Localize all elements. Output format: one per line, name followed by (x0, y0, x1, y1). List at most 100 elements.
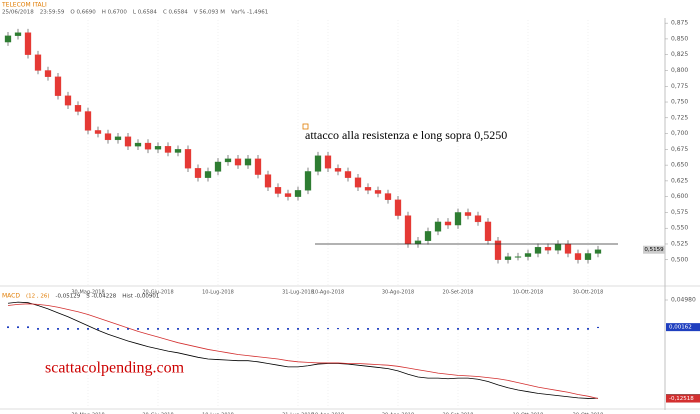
candle-body (434, 221, 442, 232)
histogram-bar (347, 328, 349, 330)
x-tick-label: 20-Giu-2018 (142, 413, 173, 414)
indicator-field: Hist -0,00901 (122, 294, 159, 300)
candle-body (384, 193, 392, 200)
value-box-label: -0,12518 (669, 396, 694, 402)
candle-body (464, 212, 472, 216)
candle-body (314, 155, 322, 172)
candle-body (394, 199, 402, 216)
histogram-bar (367, 328, 369, 330)
y-tick-label: 0,675 (671, 146, 688, 153)
y-tick-label: 0,600 (671, 193, 688, 200)
indicator-field: -0,05129 (56, 294, 81, 300)
candle-body (354, 177, 362, 188)
last-price-label: 0,5159 (644, 247, 664, 253)
histogram-bar (467, 328, 469, 330)
histogram-bar (547, 328, 549, 330)
histogram-bar (577, 328, 579, 330)
x-tick-label: 30-Ott-2018 (573, 413, 604, 414)
candle-body (274, 187, 282, 194)
indicator-title: MACD (2, 293, 20, 300)
x-tick-label: 30-Mag-2018 (71, 413, 104, 414)
candle-body (494, 240, 502, 260)
candle-body (374, 190, 382, 194)
macd-line (7, 301, 599, 399)
x-tick-label: 10-Ott-2018 (513, 413, 544, 414)
candle-body (364, 187, 372, 191)
histogram-bar (407, 328, 409, 330)
x-tick-label: 10-Lug-2018 (202, 290, 234, 296)
y-tick-label: 0,525 (671, 240, 688, 247)
candle-body (344, 171, 352, 178)
candle-body (584, 253, 592, 260)
candle-body (294, 190, 302, 197)
candle-body (124, 136, 132, 147)
candle-body (74, 105, 82, 112)
histogram-bar (27, 326, 29, 329)
candle-body (444, 221, 452, 226)
candle-body (454, 212, 462, 226)
histogram-bar (127, 328, 129, 330)
header-field: L 0,6584 (133, 10, 158, 16)
x-tick-label: 20-Set-2018 (443, 413, 474, 414)
y-tick-label: 0,825 (671, 51, 688, 58)
histogram-bar (487, 328, 489, 330)
histogram-bar (437, 328, 439, 330)
header-field: 23:59:59 (40, 10, 65, 16)
candle-body (324, 155, 332, 169)
histogram-bar (317, 328, 319, 330)
header-field: V 56,093 M (194, 10, 226, 16)
x-tick-label: 20-Set-2018 (443, 290, 474, 296)
histogram-bar (497, 328, 499, 330)
histogram-bar (57, 328, 59, 330)
value-box (666, 323, 700, 332)
candle-body (224, 158, 232, 163)
x-tick-label: 30-Ago-2018 (382, 413, 414, 414)
histogram-bar (377, 328, 379, 330)
candle-body (474, 215, 482, 223)
histogram-bar (397, 328, 399, 330)
candle-body (334, 168, 342, 172)
histogram-bar (167, 328, 169, 330)
y-tick-label: 0,625 (671, 177, 688, 184)
header-field: Var% -1,4961 (231, 10, 268, 16)
candle-body (104, 133, 112, 141)
candle-body (204, 171, 212, 178)
candle-body (264, 174, 272, 188)
histogram-bar (507, 328, 509, 330)
x-tick-label: 10-Lug-2018 (202, 413, 234, 414)
x-tick-label: 30-Ago-2018 (382, 290, 414, 296)
histogram-bar (447, 328, 449, 330)
histogram-bar (77, 328, 79, 330)
candle-body (164, 146, 172, 153)
candle-body (154, 146, 162, 150)
candle-body (514, 256, 522, 258)
candle-body (414, 240, 422, 245)
histogram-bar (537, 328, 539, 330)
histogram-bar (37, 328, 39, 330)
histogram-bar (267, 328, 269, 330)
histogram-bar (357, 328, 359, 330)
histogram-bar (557, 328, 559, 330)
y-tick-label: 0,500 (671, 256, 688, 263)
histogram-bar (147, 328, 149, 330)
candle-body (114, 136, 122, 141)
y-tick-label: 0,725 (671, 114, 688, 121)
histogram-bar (307, 328, 309, 330)
histogram-bar (257, 328, 259, 330)
histogram-bar (277, 328, 279, 330)
x-tick-label: 10-Ago-2018 (312, 413, 344, 414)
histogram-bar (187, 328, 189, 330)
annotation: attacco alla resistenza e long sopra 0,5… (305, 128, 507, 142)
candle-body (594, 249, 602, 254)
histogram-bar (477, 328, 479, 330)
candle-body (14, 32, 22, 36)
watermark: scattacolpending.com (45, 360, 185, 377)
candle-body (564, 243, 572, 254)
header-field: C 0,6584 (163, 10, 188, 16)
annotation-marker (302, 123, 309, 130)
y-tick-label: 0,550 (671, 225, 688, 232)
y-tick-label: 0,875 (671, 20, 688, 27)
candle-body (184, 149, 192, 169)
candle-body (404, 215, 412, 245)
